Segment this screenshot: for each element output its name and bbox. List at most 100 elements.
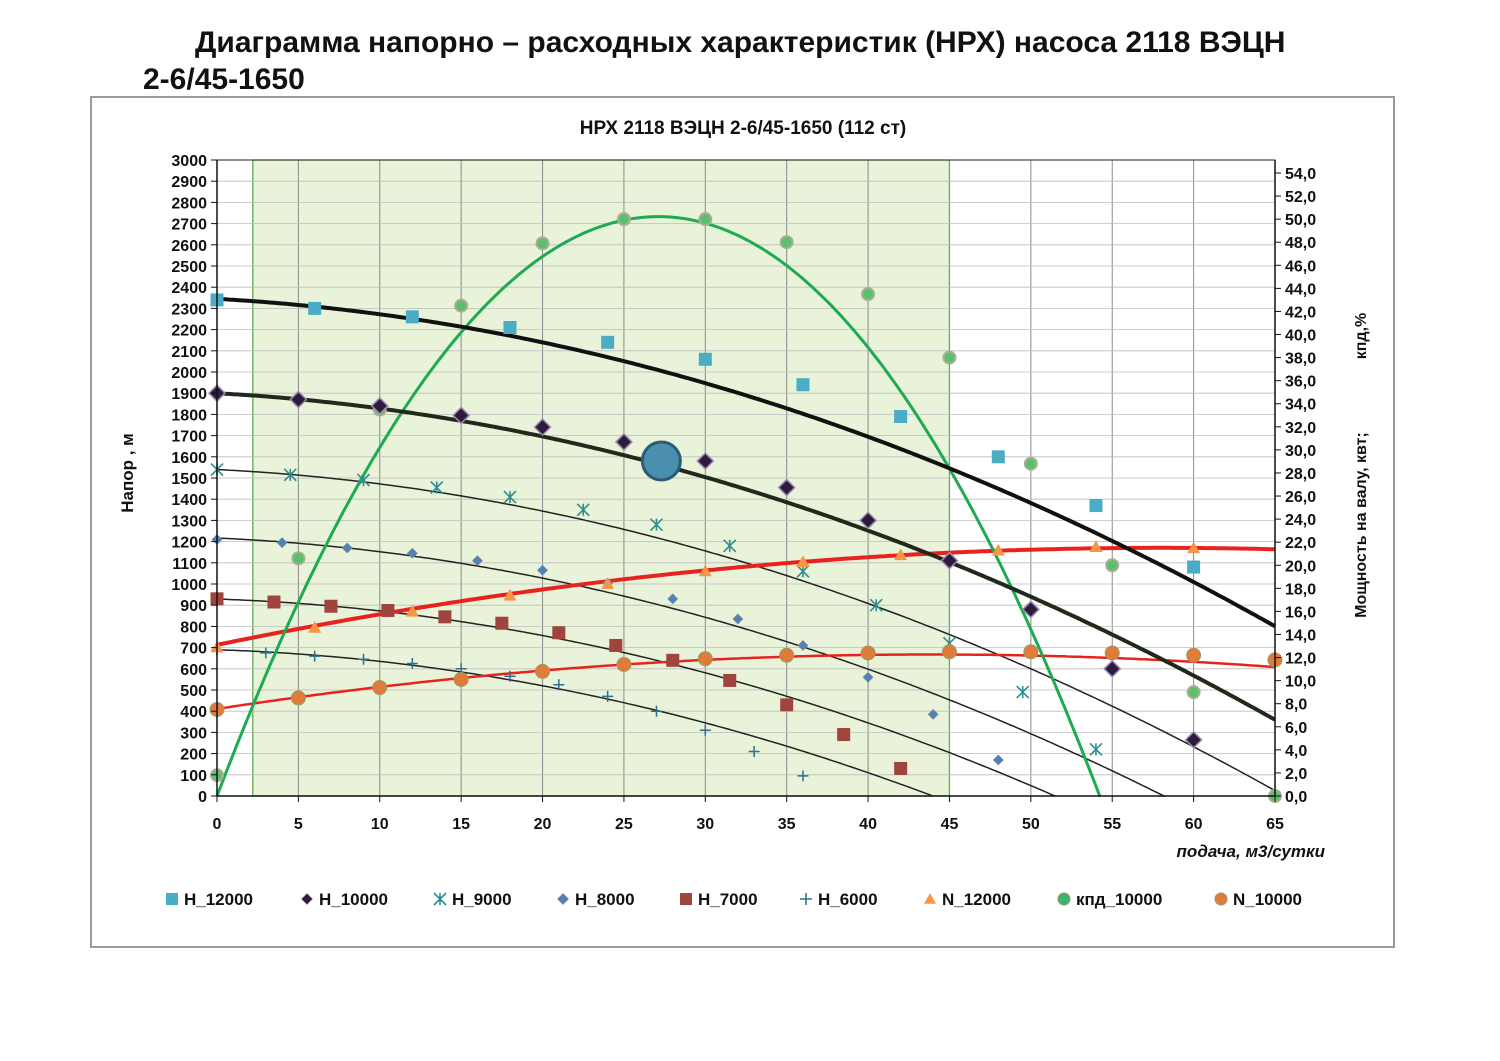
data-point-H_9000 [1089, 742, 1103, 756]
data-point-H_6000 [406, 658, 418, 669]
y2-tick-label: 6,0 [1285, 720, 1307, 737]
axes: 0100200300400500600700800900100011001200… [171, 153, 1316, 833]
y-tick-label: 1200 [171, 535, 207, 552]
curve-H_8000 [216, 537, 1166, 798]
y2-tick-label: 8,0 [1285, 697, 1307, 714]
curve-H_7000 [216, 598, 1056, 797]
data-point-H_12000 [1089, 499, 1103, 513]
y-axis-label: Напор , м [118, 433, 137, 513]
data-point-H_9000 [283, 468, 297, 482]
data-point-N_12000 [698, 564, 712, 577]
y2-tick-label: 50,0 [1285, 212, 1316, 229]
y2-tick-label: 36,0 [1285, 374, 1316, 391]
y-tick-label: 1300 [171, 513, 207, 530]
legend-label-H_7000: H_7000 [698, 890, 758, 909]
y2-tick-label: 44,0 [1285, 281, 1316, 298]
legend-marker-H_8000 [557, 893, 569, 905]
data-point-кпд_10000 [698, 212, 713, 227]
x-tick-label: 40 [859, 816, 877, 833]
data-point-N_10000 [535, 663, 551, 679]
operating-point-marker[interactable] [640, 440, 682, 482]
y2-tick-label: 34,0 [1285, 397, 1316, 414]
legend-label-H_8000: H_8000 [575, 890, 635, 909]
legend-label-H_10000: H_10000 [319, 890, 388, 909]
data-point-H_8000 [927, 708, 939, 720]
data-point-H_7000 [495, 616, 509, 630]
data-point-кпд_10000 [1023, 456, 1038, 471]
y2-axis-label-efficiency: кпд,% [1353, 313, 1370, 360]
data-point-H_8000 [472, 555, 483, 567]
y2-tick-label: 10,0 [1285, 674, 1316, 691]
data-point-H_9000 [723, 539, 737, 553]
legend-item-N_10000: N_10000 [1214, 890, 1302, 909]
data-point-H_10000 [696, 451, 715, 471]
data-point-N_10000 [290, 690, 306, 706]
y-tick-label: 2700 [171, 217, 207, 234]
data-point-H_9000 [356, 473, 371, 487]
curve-H_12000 [216, 296, 1276, 629]
data-point-N_10000 [779, 647, 795, 663]
y2-tick-label: 12,0 [1285, 651, 1316, 668]
data-point-H_10000 [1103, 659, 1122, 678]
data-point-H_10000 [940, 551, 959, 570]
curve-H_9000 [216, 468, 1276, 792]
data-point-N_10000 [453, 671, 469, 687]
y2-tick-label: 16,0 [1285, 604, 1316, 621]
y-tick-label: 2500 [171, 259, 207, 276]
data-point-H_7000 [267, 595, 281, 609]
y2-tick-label: 52,0 [1285, 189, 1316, 206]
y-tick-label: 1100 [172, 556, 207, 573]
y-tick-label: 2000 [171, 365, 207, 382]
y-tick-label: 400 [180, 704, 207, 721]
data-point-H_6000 [650, 705, 662, 717]
data-point-H_6000 [797, 770, 809, 782]
page-title-line-1: Диаграмма напорно – расходных характерис… [195, 26, 1286, 59]
y2-tick-label: 0,0 [1285, 789, 1307, 806]
data-point-N_12000 [991, 543, 1005, 556]
data-point-N_12000 [1187, 541, 1201, 554]
data-point-H_12000 [601, 335, 615, 349]
legend-item-H_9000: H_9000 [433, 890, 512, 909]
data-point-N_10000 [1186, 647, 1202, 663]
data-point-H_6000 [504, 670, 516, 682]
x-tick-label: 30 [696, 816, 714, 833]
legend-label-кпд_10000: кпд_10000 [1076, 890, 1162, 909]
data-point-кпд_10000 [779, 235, 794, 250]
data-point-H_10000 [289, 390, 308, 409]
data-point-H_6000 [309, 650, 321, 662]
y2-tick-label: 22,0 [1285, 535, 1316, 552]
data-point-N_10000 [941, 644, 957, 660]
legend-label-H_12000: H_12000 [184, 890, 253, 909]
data-markers [207, 212, 1283, 803]
data-point-кпд_10000 [535, 236, 550, 251]
data-point-H_8000 [797, 640, 809, 651]
x-tick-label: 15 [452, 816, 470, 833]
data-point-H_9000 [1016, 685, 1030, 699]
data-point-H_12000 [894, 410, 908, 424]
data-point-H_6000 [260, 647, 272, 659]
y-tick-label: 2100 [171, 344, 207, 361]
data-point-N_10000 [1023, 644, 1039, 660]
y2-tick-label: 30,0 [1285, 443, 1316, 460]
x-tick-label: 10 [371, 816, 389, 833]
data-point-H_8000 [992, 754, 1004, 766]
curve-N_10000 [216, 653, 1276, 711]
data-point-N_10000 [1104, 645, 1120, 661]
legend-marker-H_12000 [166, 893, 178, 905]
data-point-H_9000 [576, 503, 590, 517]
data-point-кпд_10000 [1105, 558, 1120, 573]
y-tick-label: 2200 [171, 323, 207, 340]
data-point-H_8000 [732, 613, 744, 625]
data-point-H_10000 [1021, 600, 1040, 619]
y-tick-label: 200 [180, 747, 207, 764]
y2-tick-label: 46,0 [1285, 258, 1316, 275]
legend-marker-H_6000 [800, 893, 812, 905]
y2-tick-label: 48,0 [1285, 235, 1316, 252]
data-point-N_12000 [308, 621, 322, 633]
data-point-H_8000 [341, 542, 353, 554]
y-tick-label: 2300 [171, 301, 207, 318]
y-tick-label: 900 [180, 598, 207, 615]
data-point-H_6000 [602, 690, 614, 702]
data-point-H_10000 [452, 406, 471, 425]
x-tick-label: 45 [941, 816, 959, 833]
